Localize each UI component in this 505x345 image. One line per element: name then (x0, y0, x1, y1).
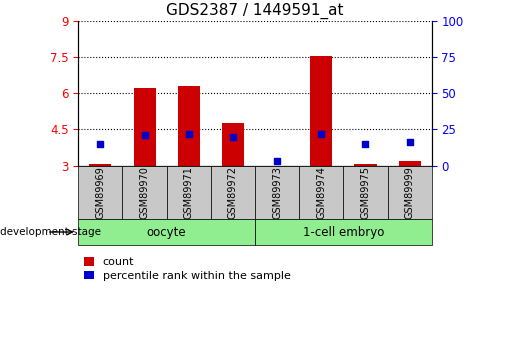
Legend: count, percentile rank within the sample: count, percentile rank within the sample (84, 257, 290, 281)
Point (96, 141, 105, 147)
Text: GSM89972: GSM89972 (228, 166, 238, 219)
Bar (222, 124, 244, 166)
Text: GSM89975: GSM89975 (361, 166, 371, 219)
Bar (343, 166, 388, 219)
Text: development stage: development stage (0, 227, 101, 237)
Bar (299, 166, 343, 219)
Text: GSM89970: GSM89970 (139, 166, 149, 219)
Bar (78, 166, 123, 219)
Bar (167, 166, 211, 219)
Bar (388, 166, 432, 219)
Bar (211, 166, 255, 219)
Bar (178, 86, 200, 166)
Text: GSM89999: GSM89999 (405, 166, 415, 219)
Text: GSM89969: GSM89969 (95, 166, 106, 219)
Bar (310, 56, 332, 166)
Text: oocyte: oocyte (147, 226, 186, 238)
Text: GSM89971: GSM89971 (184, 166, 194, 219)
Bar (78, 219, 255, 245)
Bar (133, 88, 156, 166)
Bar (355, 165, 377, 166)
Title: GDS2387 / 1449591_at: GDS2387 / 1449591_at (166, 3, 344, 19)
Point (229, 134, 237, 139)
Text: 1-cell embryo: 1-cell embryo (302, 226, 384, 238)
Point (273, 158, 281, 164)
Bar (255, 166, 299, 219)
Point (317, 131, 325, 137)
Bar (123, 166, 167, 219)
Text: GSM89973: GSM89973 (272, 166, 282, 219)
Point (362, 141, 370, 147)
Bar (255, 219, 432, 245)
Point (406, 140, 414, 145)
Bar (89, 165, 112, 166)
Bar (398, 161, 421, 166)
Point (185, 131, 193, 137)
Point (140, 132, 148, 138)
Text: GSM89974: GSM89974 (316, 166, 326, 219)
